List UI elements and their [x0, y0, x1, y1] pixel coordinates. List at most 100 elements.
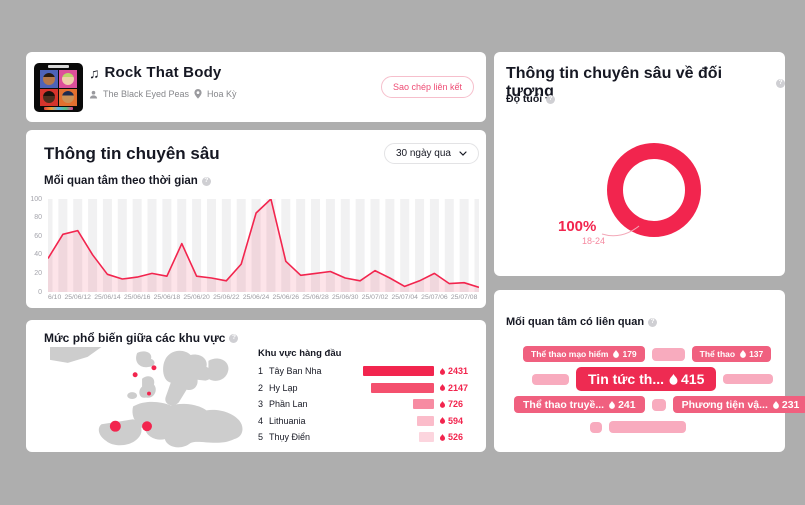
- info-icon[interactable]: ?: [776, 78, 785, 88]
- region-row[interactable]: 5 Thụy Điển 526: [258, 429, 476, 446]
- region-rank: 5: [258, 432, 264, 443]
- fire-icon: [740, 350, 746, 358]
- map-dot[interactable]: [147, 391, 151, 396]
- date-range-value: 30 ngày qua: [395, 148, 451, 159]
- region-row[interactable]: 3 Phần Lan 726: [258, 396, 476, 413]
- copy-link-button[interactable]: Sao chép liên kết: [380, 76, 474, 98]
- x-tick-label: 25/06/12: [64, 294, 91, 301]
- y-tick-label: 20: [34, 269, 42, 277]
- album-face: [43, 91, 55, 104]
- song-title: Rock That Body: [104, 64, 222, 81]
- region-bar: [371, 382, 434, 393]
- x-tick-label: 25/06/28: [302, 294, 329, 301]
- fire-icon: [439, 433, 446, 441]
- x-tick-label: 25/07/02: [361, 294, 389, 301]
- x-tick-label: 25/06/20: [183, 294, 210, 301]
- x-tick-label: 25/07/04: [391, 294, 418, 301]
- interest-tag-pill[interactable]: Thể thao 137: [691, 346, 772, 362]
- interest-tag-pill[interactable]: Thể thao mạo hiểm 179: [523, 346, 645, 362]
- y-tick-label: 80: [34, 214, 42, 222]
- tag-cloud-row: Thể thao mạo hiểm 179 Thể thao 137: [494, 346, 772, 362]
- y-tick-label: 0: [38, 288, 42, 296]
- x-tick-label: 25/06/18: [153, 294, 181, 301]
- interest-tag-pill[interactable]: Tin tức th... 415: [576, 367, 717, 391]
- region-value: 2431: [434, 366, 476, 376]
- blank-tag-pill[interactable]: [532, 373, 569, 385]
- region-row[interactable]: 1 Tây Ban Nha 2431: [258, 363, 476, 380]
- x-tick-label: 25/06/30: [332, 294, 359, 301]
- blank-tag-pill[interactable]: [723, 374, 774, 384]
- map-dot[interactable]: [142, 421, 152, 432]
- artist-name: The Black Eyed Peas: [103, 89, 190, 99]
- tag-label: Thể thao mạo hiểm: [531, 349, 609, 359]
- song-card: ♫ Rock That Body The Black Eyed Peas Hoa…: [26, 52, 486, 122]
- top-regions-list: Khu vực hàng đầu 1 Tây Ban Nha 2431 2 Hy Lạp…: [258, 348, 476, 446]
- region-bar: [363, 366, 434, 377]
- interest-tag-pill[interactable]: Phương tiện vậ... 231: [672, 396, 805, 413]
- map-dot[interactable]: [151, 365, 157, 371]
- location-pin-icon: [194, 89, 202, 99]
- blank-tag-pill[interactable]: [590, 421, 602, 433]
- age-group-label: 18-24: [582, 236, 606, 246]
- region-name: Tây Ban Nha: [269, 366, 322, 377]
- interest-chart-title: Mối quan tâm theo thời gian: [44, 175, 198, 187]
- fire-icon: [613, 350, 620, 358]
- audience-card: Thông tin chuyên sâu về đối tượng ? Độ t…: [494, 52, 785, 276]
- interests-title: Mối quan tâm có liên quan: [506, 316, 645, 328]
- x-tick-label: 25/07/08: [450, 294, 478, 301]
- tag-label: Tin tức th...: [588, 371, 664, 387]
- region-rank: 4: [258, 415, 264, 426]
- region-bar: [413, 399, 434, 410]
- tag-label: Thể thao: [699, 349, 736, 359]
- interest-tag-pill[interactable]: Thể thao truyề... 241: [514, 396, 645, 413]
- age-percent-label: 100%: [558, 218, 597, 235]
- region-row[interactable]: 2 Hy Lạp 2147: [258, 380, 476, 397]
- blank-tag-pill[interactable]: [609, 421, 686, 433]
- fire-icon: [439, 367, 446, 375]
- tag-cloud-row: [494, 421, 686, 433]
- x-tick-label: 25/06/24: [242, 294, 270, 301]
- region-value: 2147: [434, 383, 476, 393]
- song-region: Hoa Kỳ: [207, 89, 237, 99]
- y-tick-label: 100: [30, 195, 42, 203]
- tag-value: 179: [612, 349, 637, 359]
- region-bar: [419, 432, 434, 443]
- europe-map: [50, 347, 248, 450]
- date-range-dropdown[interactable]: 30 ngày qua: [383, 143, 479, 164]
- tag-value: 415: [668, 371, 704, 387]
- chart-x-axis: 25/06/1025/06/1225/06/1425/06/1625/06/18…: [48, 294, 493, 306]
- y-tick-label: 60: [34, 232, 42, 240]
- info-icon[interactable]: ?: [229, 333, 239, 343]
- info-icon[interactable]: ?: [546, 94, 556, 104]
- chart-y-axis: 0 20 40 60 80 100: [26, 195, 44, 296]
- tag-value: 231: [772, 399, 799, 411]
- region-value: 526: [434, 432, 476, 442]
- album-title-strip: [48, 65, 69, 68]
- x-tick-label: 25/07/06: [421, 294, 448, 301]
- blank-tag-pill[interactable]: [651, 398, 666, 411]
- regions-title: Mức phổ biến giữa các khu vực: [44, 331, 226, 345]
- album-bottom-strip: [44, 107, 73, 110]
- region-value: 594: [434, 416, 476, 426]
- info-icon[interactable]: ?: [201, 176, 211, 186]
- fire-icon: [669, 373, 678, 385]
- region-rank: 1: [258, 366, 264, 377]
- map-dot[interactable]: [109, 420, 121, 432]
- x-tick-label: 25/06/22: [213, 294, 240, 301]
- x-tick-label: 25/06/26: [272, 294, 300, 301]
- donut-leader-line: [601, 225, 640, 237]
- audience-title: Thông tin chuyên sâu về đối tượng: [506, 65, 723, 100]
- music-note-icon: ♫: [89, 64, 100, 81]
- line-chart-svg: [43, 198, 484, 292]
- tag-cloud-row: Thể thao truyề... 241 Phương tiện vậ... 231: [494, 396, 805, 413]
- album-face: [62, 72, 74, 85]
- regions-card: Mức phổ biến giữa các khu vực ? Khu vực …: [26, 320, 486, 452]
- info-icon[interactable]: ?: [648, 317, 658, 327]
- region-value: 726: [434, 399, 476, 409]
- region-name: Phần Lan: [269, 399, 308, 410]
- map-dot[interactable]: [132, 372, 138, 378]
- top-regions-header: Khu vực hàng đầu: [258, 348, 342, 359]
- region-row[interactable]: 4 Lithuania 594: [258, 413, 476, 430]
- x-tick-label: 25/06/14: [94, 294, 121, 301]
- blank-tag-pill[interactable]: [651, 347, 685, 361]
